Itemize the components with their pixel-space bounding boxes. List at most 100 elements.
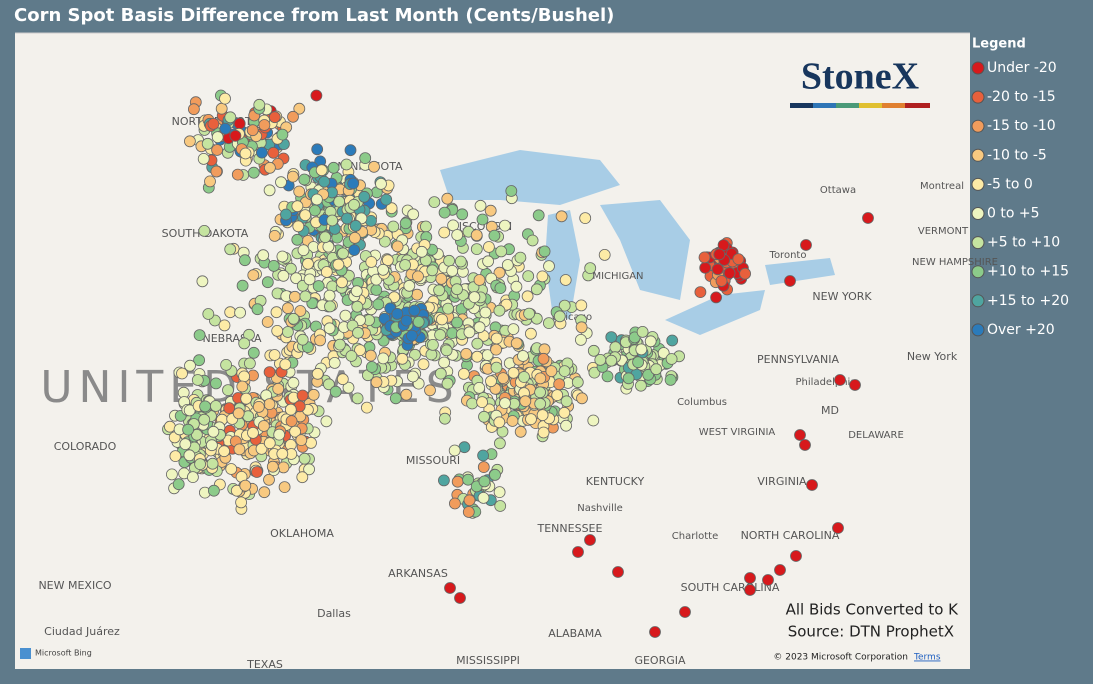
bid-point <box>543 260 555 273</box>
bid-point <box>225 463 238 475</box>
bid-point <box>622 372 635 385</box>
map-label: Ciudad Juárez <box>44 625 120 638</box>
bid-point <box>405 329 418 342</box>
bid-point <box>261 276 274 289</box>
bid-point <box>380 193 393 206</box>
bid-point <box>311 367 324 380</box>
legend-label[interactable]: +5 to +10 <box>987 235 1060 251</box>
bid-point <box>530 283 543 296</box>
bid-point <box>790 550 802 562</box>
bid-point <box>247 269 260 282</box>
bid-point <box>451 316 464 329</box>
bid-point <box>240 392 253 405</box>
bid-point <box>381 254 394 267</box>
bid-point <box>441 377 454 390</box>
legend-label[interactable]: 0 to +5 <box>987 206 1040 222</box>
map-label: Dallas <box>317 607 351 620</box>
bid-point <box>484 204 497 217</box>
bid-point <box>521 290 534 303</box>
bid-point <box>324 300 336 313</box>
map-label: DELAWARE <box>848 430 904 441</box>
bid-point <box>202 308 215 320</box>
bid-point <box>800 239 812 251</box>
bid-point <box>407 208 420 221</box>
legend-label[interactable]: -20 to -15 <box>987 89 1056 105</box>
map-label: Nashville <box>577 503 623 514</box>
bid-point <box>551 389 564 402</box>
bid-point <box>347 177 360 190</box>
bid-point <box>204 175 216 188</box>
legend-label[interactable]: +10 to +15 <box>987 264 1069 280</box>
bid-point <box>251 466 263 478</box>
bid-point <box>344 144 357 157</box>
map-label: Toronto <box>769 250 807 261</box>
copyright: © 2023 Microsoft Corporation <box>773 653 908 663</box>
bid-point <box>470 243 483 256</box>
bid-point <box>292 220 305 233</box>
bid-point <box>435 272 448 285</box>
bid-point <box>236 380 249 393</box>
bid-point <box>326 214 339 227</box>
bid-point <box>210 165 223 178</box>
legend-label[interactable]: Over +20 <box>987 322 1055 338</box>
bid-point <box>239 479 252 492</box>
map-label: TEXAS <box>246 658 283 671</box>
bid-point <box>267 146 280 159</box>
bid-point <box>360 401 373 414</box>
logo-stripe <box>836 103 859 108</box>
bid-point <box>296 333 309 346</box>
bid-point <box>231 168 244 181</box>
bid-point <box>207 425 220 438</box>
map-label: NEW YORK <box>812 290 872 303</box>
terms-link[interactable]: Terms <box>913 653 941 663</box>
bid-point <box>514 425 527 438</box>
bid-point <box>385 202 398 215</box>
bid-point <box>372 298 385 311</box>
bid-point <box>276 250 289 263</box>
bid-point <box>553 310 566 323</box>
bid-point <box>183 449 196 462</box>
bid-point <box>263 161 276 174</box>
bid-point <box>291 233 304 246</box>
legend-label[interactable]: -10 to -5 <box>987 147 1047 163</box>
bid-point <box>263 398 276 411</box>
bid-point <box>412 270 424 283</box>
bid-point <box>257 249 270 262</box>
bid-point <box>612 566 624 578</box>
bid-point <box>490 332 503 345</box>
map-label: Chicago <box>552 312 592 323</box>
bid-point <box>327 161 340 174</box>
bid-point <box>576 392 588 405</box>
bid-point <box>238 337 251 350</box>
legend-label[interactable]: -5 to 0 <box>987 176 1033 192</box>
bid-point <box>426 264 439 277</box>
bid-point <box>348 198 360 211</box>
bid-point <box>341 212 353 225</box>
bid-point <box>517 350 529 362</box>
legend-label[interactable]: Under -20 <box>987 60 1057 76</box>
bid-point <box>499 397 511 410</box>
bid-point <box>263 437 276 450</box>
bid-point <box>644 335 657 348</box>
bid-point <box>336 373 349 386</box>
bid-point <box>247 426 259 439</box>
bid-point <box>281 302 294 315</box>
bid-point <box>258 486 271 499</box>
legend-swatch <box>971 90 985 104</box>
bid-point <box>649 626 661 638</box>
bid-point <box>698 251 711 264</box>
legend-label[interactable]: +15 to +20 <box>987 293 1069 309</box>
bid-point <box>377 263 390 276</box>
map-label: GEORGIA <box>634 654 686 667</box>
map-label: MISSISSIPPI <box>456 654 520 667</box>
bid-point <box>451 475 464 488</box>
bid-point <box>198 413 211 426</box>
bid-point <box>525 327 537 340</box>
bid-point <box>320 266 333 278</box>
bid-point <box>169 450 182 463</box>
bid-point <box>545 365 558 378</box>
bid-point <box>532 209 545 222</box>
legend-label[interactable]: -15 to -10 <box>987 118 1056 134</box>
bid-point <box>172 478 185 491</box>
